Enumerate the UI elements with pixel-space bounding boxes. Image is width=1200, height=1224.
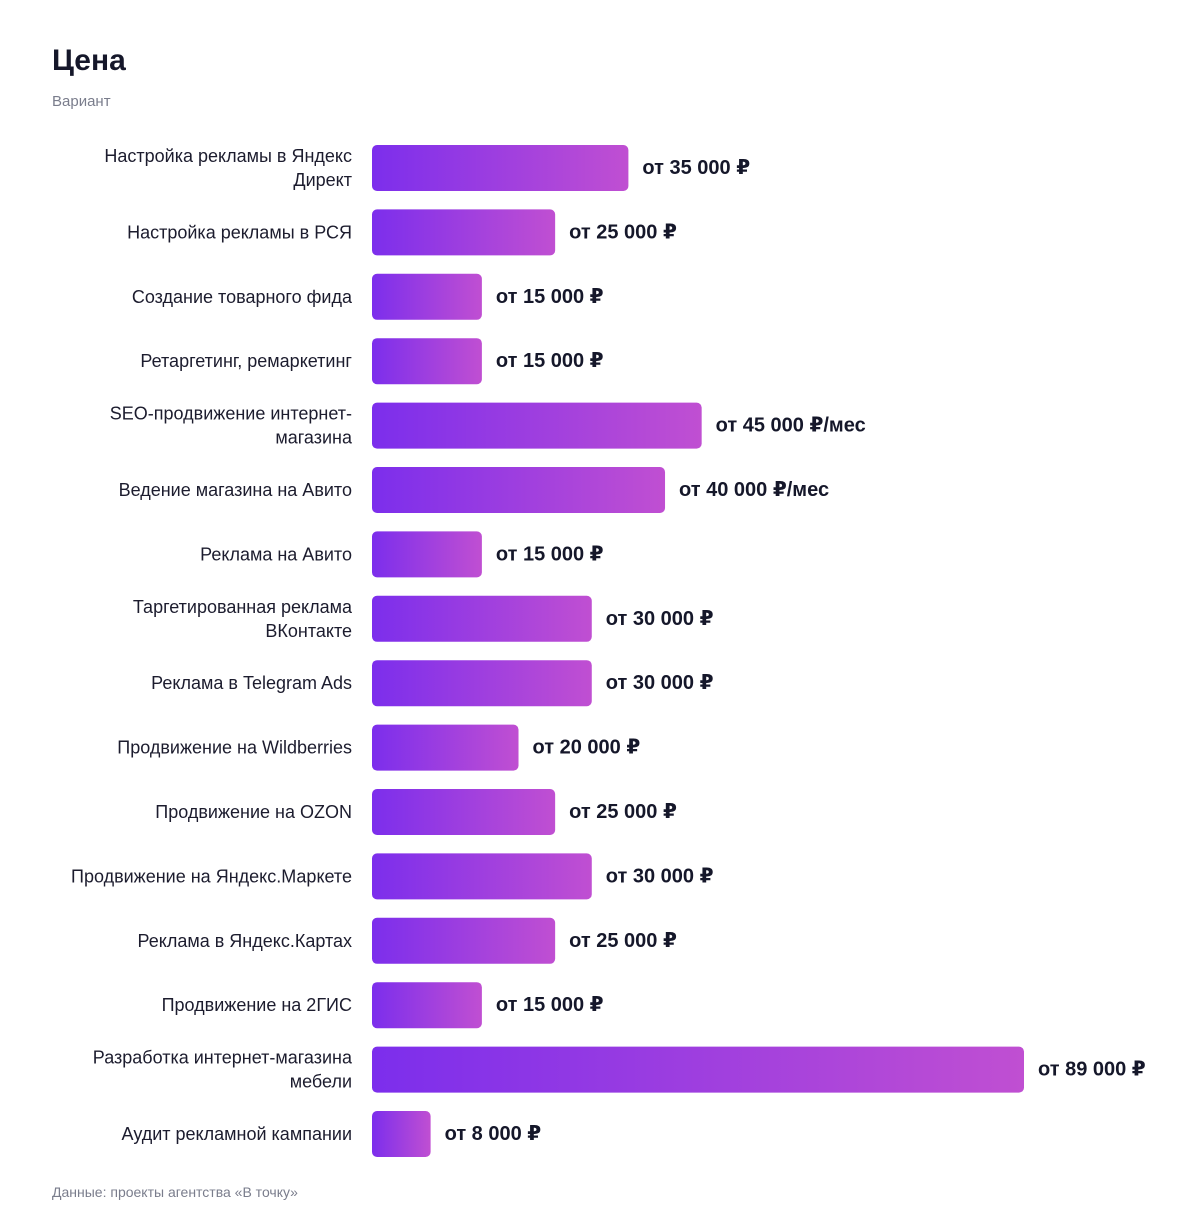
category-label: Ретаргетинг, ремаркетинг (140, 351, 352, 371)
value-label: от 30 000 ₽ (606, 672, 714, 694)
value-label: от 35 000 ₽ (642, 157, 750, 179)
value-label: от 20 000 ₽ (533, 737, 641, 759)
bar (372, 917, 556, 964)
category-label: Продвижение на 2ГИС (162, 995, 352, 1015)
value-label: от 30 000 ₽ (606, 608, 714, 630)
bar (372, 338, 482, 385)
category-label: Продвижение на Wildberries (117, 738, 352, 758)
chart-subtitle: Вариант (52, 93, 111, 110)
category-label: мебели (290, 1072, 352, 1092)
category-label: Настройка рекламы в Яндекс (104, 146, 352, 166)
bars-group: Настройка рекламы в Яндекс Директ от 35 00… (71, 145, 1146, 1157)
category-label: Таргетированная реклама (133, 597, 353, 617)
value-label: от 40 000 ₽/мес (679, 479, 829, 501)
value-label: от 25 000 ₽ (569, 930, 677, 952)
bar (372, 982, 482, 1029)
category-label: Ведение магазина на Авито (119, 480, 352, 500)
chart-title: Цена (52, 44, 126, 77)
category-label: магазина (275, 428, 353, 448)
bar (372, 467, 666, 513)
category-label: Настройка рекламы в РСЯ (127, 222, 352, 242)
category-label: Реклама на Авито (200, 544, 352, 564)
value-label: от 15 000 ₽ (496, 543, 604, 565)
category-label: Аудит рекламной кампании (122, 1124, 352, 1144)
category-label: Продвижение на Яндекс.Маркете (71, 866, 352, 886)
bar (372, 724, 519, 771)
value-label: от 25 000 ₽ (569, 801, 677, 823)
value-label: от 89 000 ₽ (1038, 1059, 1146, 1081)
category-label: Разработка интернет-магазина (93, 1048, 353, 1068)
category-label: Продвижение на OZON (155, 802, 352, 822)
bar (372, 402, 702, 449)
value-label: от 30 000 ₽ (606, 865, 714, 887)
bar (372, 531, 482, 578)
bar (372, 789, 556, 835)
value-label: от 15 000 ₽ (496, 994, 604, 1016)
bar (372, 660, 592, 707)
bar (372, 1111, 431, 1157)
value-label: от 45 000 ₽/мес (716, 415, 866, 437)
bar (372, 595, 592, 642)
bar (372, 1046, 1024, 1093)
bar (372, 145, 629, 191)
chart-source-note: Данные: проекты агентства «В точку» (52, 1184, 298, 1200)
category-label: Реклама в Яндекс.Картах (138, 931, 352, 951)
value-label: от 8 000 ₽ (445, 1123, 542, 1145)
category-label: Создание товарного фида (132, 287, 353, 307)
category-label: Директ (293, 170, 352, 190)
value-label: от 15 000 ₽ (496, 286, 604, 308)
bar (372, 209, 556, 256)
bar (372, 273, 482, 320)
value-label: от 15 000 ₽ (496, 350, 604, 372)
category-label: SEO-продвижение интернет- (110, 404, 352, 424)
bar (372, 853, 592, 900)
category-label: ВКонтакте (265, 621, 352, 641)
value-label: от 25 000 ₽ (569, 221, 677, 243)
category-label: Реклама в Telegram Ads (151, 673, 352, 693)
